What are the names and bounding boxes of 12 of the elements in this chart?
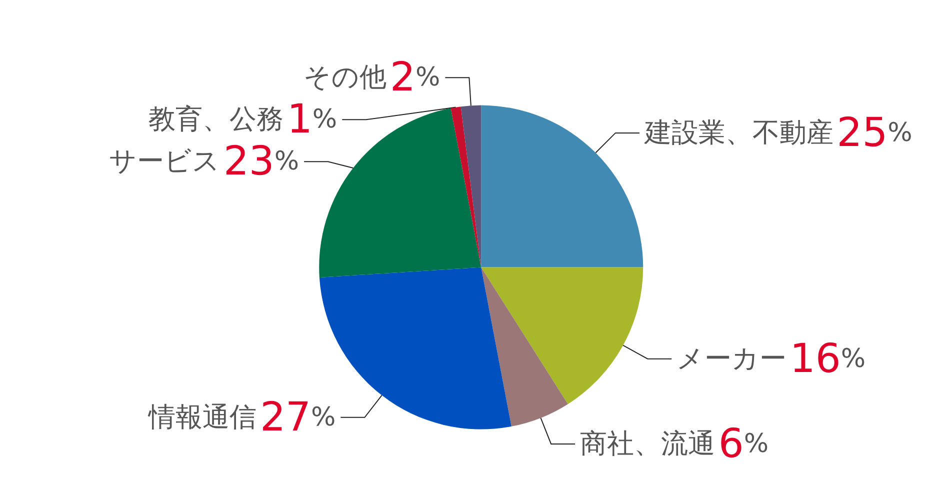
data-label: 27% (260, 394, 336, 440)
slice-label: サービス (109, 146, 220, 178)
data-label: 16% (790, 336, 866, 382)
slice-label: その他 (304, 62, 387, 94)
slice-label: 商社、流通 (580, 428, 716, 460)
slice-label: メーカー (676, 343, 787, 374)
data-label: 6% (718, 420, 769, 467)
slice-label: 情報通信 (148, 402, 257, 433)
slice-label: 教育、公務 (148, 104, 284, 136)
slice-label: 建設業、不動産 (643, 117, 834, 148)
data-label: 25% (836, 110, 912, 156)
data-label: 2% (390, 54, 440, 101)
